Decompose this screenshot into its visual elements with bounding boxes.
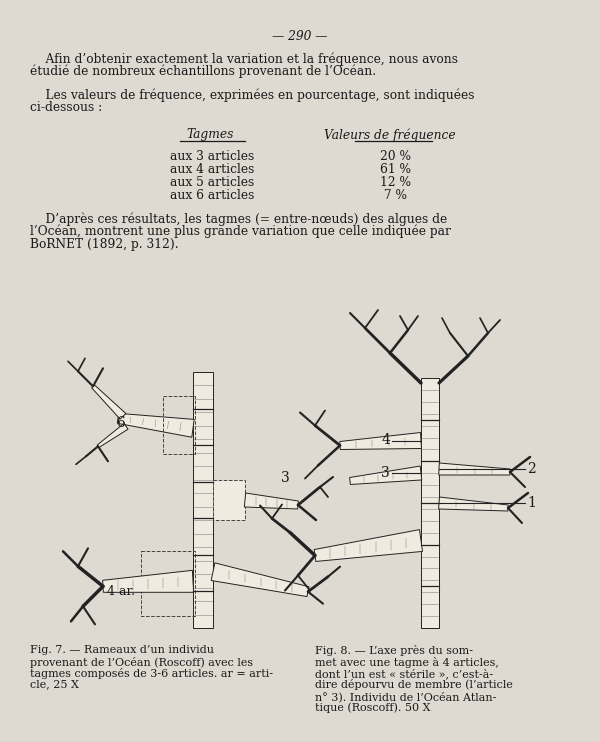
Polygon shape xyxy=(103,571,194,592)
Text: étudié de nombreux échantillons provenant de l’Océan.: étudié de nombreux échantillons provenan… xyxy=(30,65,376,79)
Text: Valeurs de fréquence: Valeurs de fréquence xyxy=(324,128,456,142)
Bar xyxy=(141,551,195,617)
Text: 6: 6 xyxy=(116,416,125,430)
Text: 1: 1 xyxy=(527,496,536,510)
Polygon shape xyxy=(211,563,309,597)
Text: aux 6 articles: aux 6 articles xyxy=(170,189,254,202)
Polygon shape xyxy=(92,385,126,419)
Text: Les valeurs de fréquence, exprimées en pourcentage, sont indiquées: Les valeurs de fréquence, exprimées en p… xyxy=(30,88,475,102)
Text: aux 4 articles: aux 4 articles xyxy=(170,163,254,176)
Bar xyxy=(163,396,195,454)
Polygon shape xyxy=(340,433,421,450)
Polygon shape xyxy=(244,493,298,509)
Polygon shape xyxy=(439,463,510,475)
Text: 7 %: 7 % xyxy=(380,189,407,202)
Text: dire dépourvu de membre (l’article: dire dépourvu de membre (l’article xyxy=(315,680,513,691)
Bar xyxy=(193,372,213,628)
Text: Tagmes: Tagmes xyxy=(187,128,233,141)
Text: 3: 3 xyxy=(281,471,290,485)
Text: provenant de l’Océan (Roscoff) avec les: provenant de l’Océan (Roscoff) avec les xyxy=(30,657,253,668)
Polygon shape xyxy=(350,466,422,485)
Text: 4: 4 xyxy=(381,433,390,447)
Text: aux 3 articles: aux 3 articles xyxy=(170,150,254,163)
Text: BᴏRNET (1892, p. 312).: BᴏRNET (1892, p. 312). xyxy=(30,238,179,251)
Text: 61 %: 61 % xyxy=(380,163,411,176)
Text: tique (Roscoff). 50 X: tique (Roscoff). 50 X xyxy=(315,703,431,713)
Polygon shape xyxy=(439,497,508,511)
Text: — 290 —: — 290 — xyxy=(272,30,328,43)
Text: aux 5 articles: aux 5 articles xyxy=(170,176,254,189)
Text: 20 %: 20 % xyxy=(380,150,411,163)
Text: l’Océan, montrent une plus grande variation que celle indiquée par: l’Océan, montrent une plus grande variat… xyxy=(30,225,451,238)
Polygon shape xyxy=(314,530,422,562)
Text: n° 3). Individu de l’Océan Atlan-: n° 3). Individu de l’Océan Atlan- xyxy=(315,691,496,702)
Polygon shape xyxy=(97,424,128,447)
Text: 12 %: 12 % xyxy=(380,176,411,189)
Text: Afin d’obtenir exactement la variation et la fréquence, nous avons: Afin d’obtenir exactement la variation e… xyxy=(30,52,458,65)
Text: 3: 3 xyxy=(381,466,390,480)
Text: dont l’un est « stérile », c’est-à-: dont l’un est « stérile », c’est-à- xyxy=(315,668,493,679)
Text: met avec une tagme à 4 articles,: met avec une tagme à 4 articles, xyxy=(315,657,499,668)
Bar xyxy=(421,378,439,628)
Text: D’après ces résultats, les tagmes (= entre-nœuds) des algues de: D’après ces résultats, les tagmes (= ent… xyxy=(30,212,447,226)
Text: cle, 25 X: cle, 25 X xyxy=(30,680,79,689)
Text: Fig. 8. — L’axe près du som-: Fig. 8. — L’axe près du som- xyxy=(315,645,473,656)
Polygon shape xyxy=(118,413,194,437)
Text: ci-dessous :: ci-dessous : xyxy=(30,101,102,114)
Bar xyxy=(213,480,245,520)
Text: Fig. 7. — Rameaux d’un individu: Fig. 7. — Rameaux d’un individu xyxy=(30,645,214,655)
Text: 4 ar.: 4 ar. xyxy=(107,585,135,598)
Text: tagmes composés de 3-6 articles. ar = arti-: tagmes composés de 3-6 articles. ar = ar… xyxy=(30,668,273,679)
Text: 2: 2 xyxy=(527,462,536,476)
